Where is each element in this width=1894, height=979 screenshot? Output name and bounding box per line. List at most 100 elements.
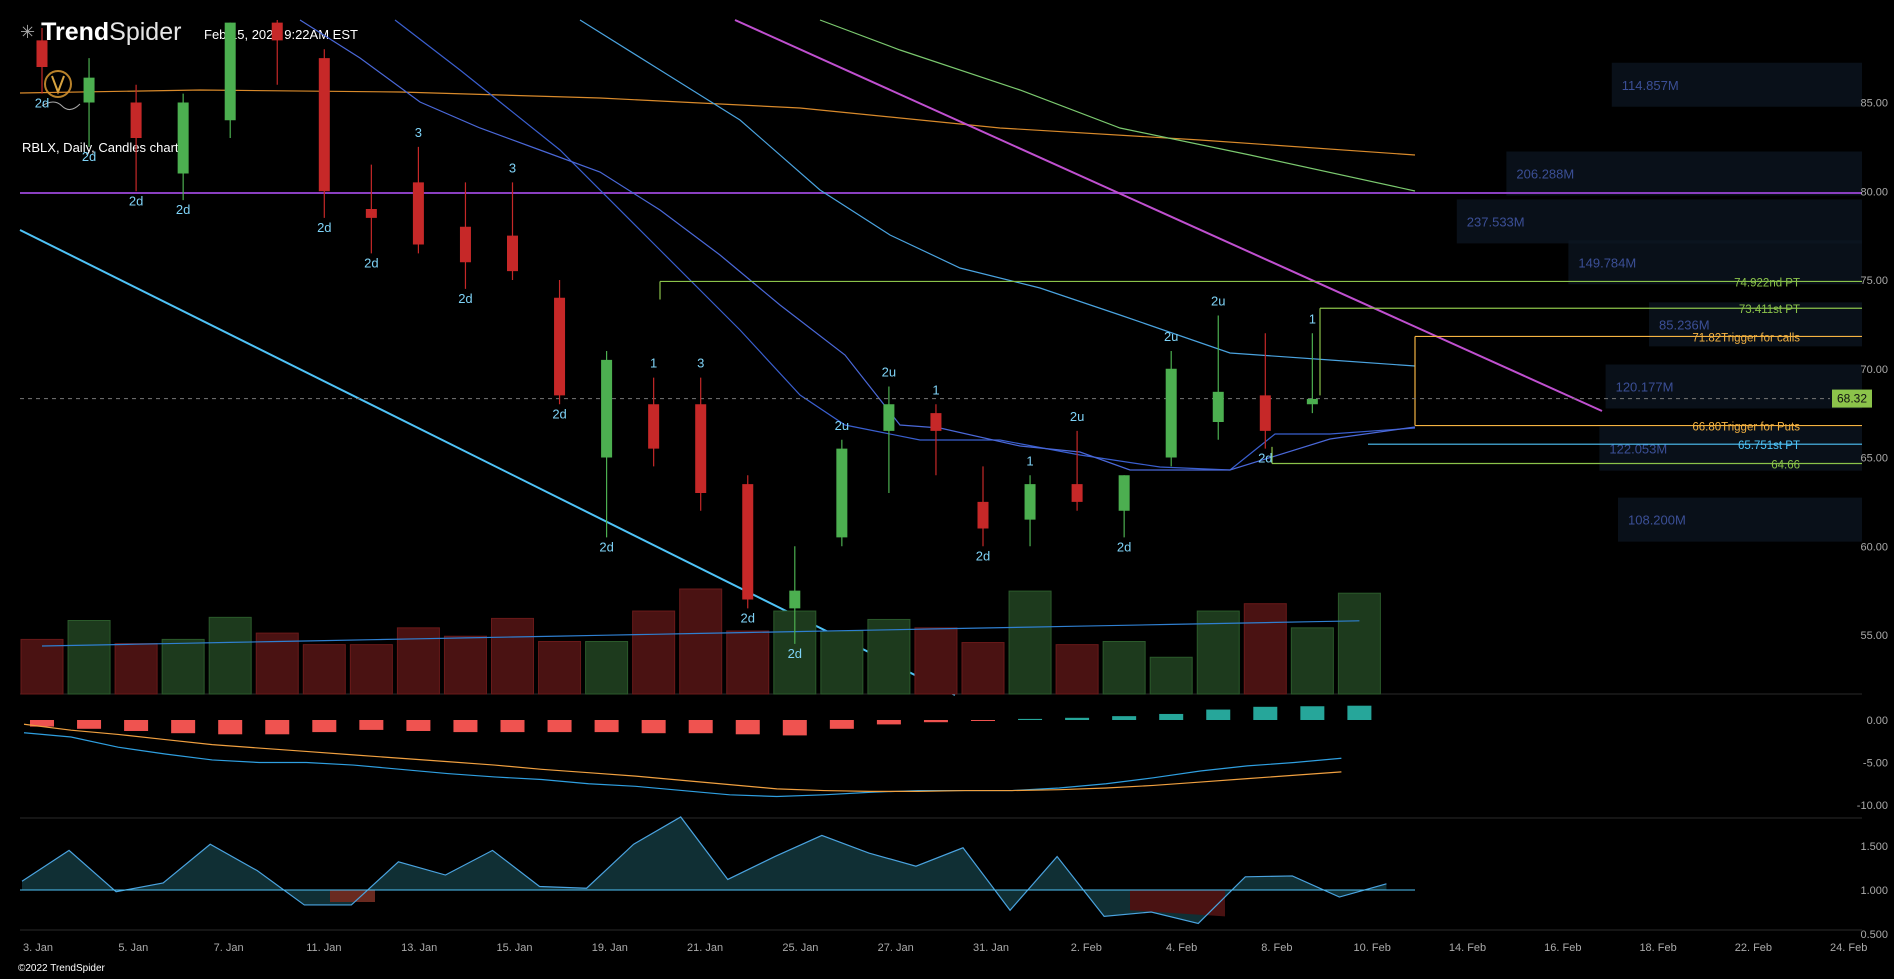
- y-tick-label: 0.500: [1860, 929, 1888, 941]
- brand-logo: ✳ TrendSpider: [20, 18, 181, 47]
- histogram-bar: [782, 720, 807, 736]
- candle-strat-label: 2u: [1211, 294, 1225, 309]
- candle-body: [1259, 395, 1271, 431]
- histogram-bar: [735, 720, 760, 735]
- x-tick-label: 19. Jan: [592, 942, 628, 954]
- histogram-bar: [218, 720, 243, 735]
- volume-bar: [443, 635, 487, 695]
- candle-strat-label: 2d: [317, 220, 331, 235]
- x-tick-label: 3. Jan: [23, 942, 53, 954]
- volume-profile-label: 120.177M: [1616, 380, 1674, 395]
- area-negative-fill: [1130, 890, 1225, 917]
- candle-strat-label: 2d: [176, 202, 190, 217]
- y-tick-label: 60.00: [1860, 541, 1888, 553]
- x-tick-label: 24. Feb: [1830, 942, 1867, 954]
- x-tick-label: 8. Feb: [1261, 942, 1292, 954]
- histogram-bar: [1159, 713, 1184, 720]
- candle-strat-label: 3: [415, 125, 422, 140]
- volume-bar: [914, 627, 958, 695]
- y-tick-label: -5.00: [1863, 758, 1888, 770]
- x-tick-label: 22. Feb: [1735, 942, 1772, 954]
- candle-strat-label: 2u: [1070, 409, 1084, 424]
- candle-body: [883, 404, 895, 431]
- sma-fast-line: [394, 19, 1416, 471]
- last-price-tag: [1832, 389, 1872, 408]
- candle-strat-label: 1: [1026, 453, 1033, 468]
- candle-body: [1165, 368, 1177, 458]
- histogram-bar: [1347, 705, 1372, 720]
- candle-strat-label: 3: [697, 356, 704, 371]
- volume-bar: [255, 632, 299, 695]
- volume-profile-label: 149.784M: [1578, 255, 1636, 270]
- volume-profile-label: 85.236M: [1659, 317, 1710, 332]
- histogram-bar: [1112, 716, 1137, 720]
- histogram-bar: [124, 720, 149, 731]
- x-tick-label: 7. Jan: [214, 942, 244, 954]
- oscillator-line: [23, 732, 1342, 798]
- candle-body: [507, 235, 518, 272]
- volume-average-line: [41, 620, 1360, 647]
- candle-body: [459, 226, 471, 263]
- candle-body: [271, 22, 283, 41]
- x-tick-label: 25. Jan: [782, 942, 818, 954]
- candle-strat-label: 2d: [1117, 539, 1131, 554]
- candle-strat-label: 2d: [1258, 451, 1272, 466]
- volume-bar: [1337, 592, 1381, 695]
- y-tick-label: 75.00: [1860, 275, 1888, 287]
- area-negative-fill: [330, 890, 375, 902]
- x-tick-label: 31. Jan: [973, 942, 1009, 954]
- y-tick-label: 65.00: [1860, 453, 1888, 465]
- x-tick-label: 4. Feb: [1166, 942, 1197, 954]
- candle-strat-label: 2d: [552, 406, 566, 421]
- y-tick-label: 55.00: [1860, 630, 1888, 642]
- candle-body: [1212, 391, 1224, 422]
- volume-profile-bar: [1568, 240, 1862, 285]
- volume-profile-label: 122.053M: [1609, 442, 1667, 457]
- candle-body: [412, 182, 424, 245]
- candle-body: [789, 590, 801, 609]
- x-tick-label: 11. Jan: [306, 942, 341, 954]
- level-label: 66.80Trigger for Puts: [1692, 422, 1800, 434]
- candle-body: [977, 501, 989, 529]
- histogram-bar: [77, 720, 102, 729]
- volume-bar: [1055, 644, 1099, 695]
- candle-strat-label: 2d: [35, 96, 49, 111]
- x-tick-label: 5. Jan: [118, 942, 148, 954]
- y-tick-label: 1.500: [1860, 841, 1888, 853]
- histogram-bar: [406, 720, 431, 731]
- candle-strat-label: 3: [509, 160, 516, 175]
- candle-body: [130, 102, 142, 138]
- spider-icon: ✳: [20, 22, 36, 42]
- volume-bar: [1102, 641, 1146, 695]
- level-label: 74.922nd PT: [1734, 277, 1800, 289]
- candle-body: [318, 58, 330, 192]
- volume-bar: [1243, 603, 1287, 695]
- volume-profile-bar: [1618, 497, 1862, 542]
- candle-strat-label: 2u: [835, 418, 849, 433]
- candle-body: [930, 413, 942, 431]
- volume-bar: [632, 610, 676, 695]
- candle-body: [224, 22, 236, 121]
- candle-strat-label: 2d: [976, 548, 990, 563]
- volume-bar: [208, 616, 252, 695]
- level-label: 71.82Trigger for calls: [1692, 332, 1800, 344]
- candle-body: [554, 297, 566, 396]
- volume-bar: [538, 641, 582, 695]
- candle-strat-label: 2d: [364, 255, 378, 270]
- sma-fast2-line: [299, 19, 1416, 471]
- volume-bar: [396, 627, 440, 695]
- candle-strat-label: 2d: [788, 646, 802, 661]
- symbol-label: RBLX, Daily, Candles chart: [22, 140, 179, 155]
- histogram-bar: [829, 720, 854, 729]
- candle-body: [742, 484, 754, 600]
- volume-bar: [491, 617, 534, 695]
- histogram-bar: [1065, 717, 1090, 720]
- candle-strat-label: 2d: [82, 149, 96, 164]
- area-line: [21, 816, 1387, 925]
- candle-strat-label: 2d: [129, 193, 143, 208]
- oscillator-line: [23, 723, 1342, 793]
- x-tick-label: 16. Feb: [1544, 942, 1581, 954]
- candle-body: [1306, 398, 1318, 405]
- volume-bar: [20, 638, 64, 695]
